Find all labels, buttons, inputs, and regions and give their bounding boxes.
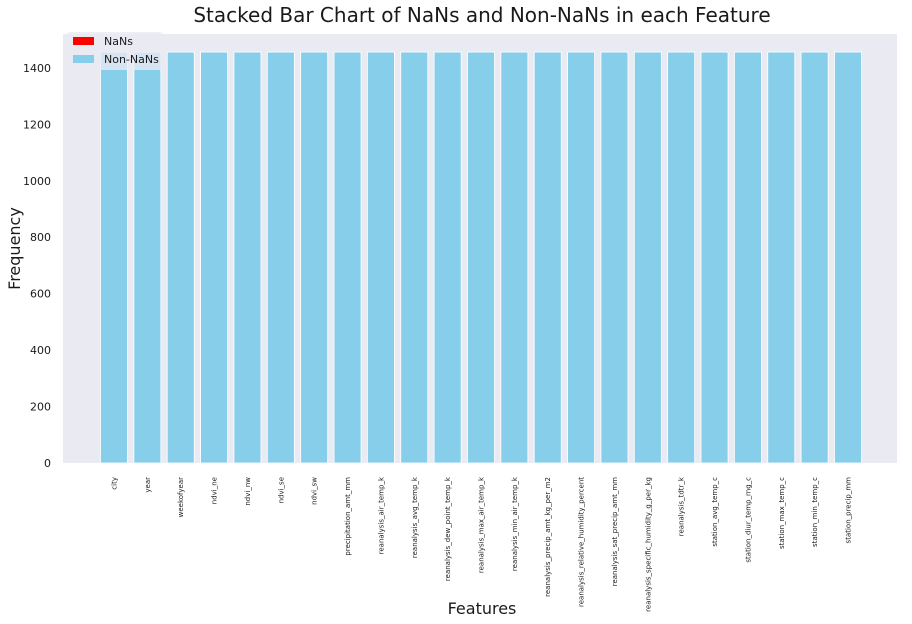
x-tick-label: ndvi_se — [277, 477, 285, 503]
y-tick-label: 1400 — [23, 62, 51, 75]
bar-non-nans-reanalysis_min_air_temp_k — [500, 51, 529, 464]
bar-non-nans-ndvi_nw — [233, 51, 262, 464]
bar-non-nans-reanalysis_precip_amt_kg_per_m2 — [533, 51, 562, 464]
bar-non-nans-reanalysis_max_air_temp_k — [467, 51, 495, 464]
bars-group — [100, 51, 862, 464]
y-axis-ticks: 0 200 400 600 800 1000 1200 1400 — [23, 62, 51, 470]
bar-non-nans-station_max_temp_c — [767, 51, 796, 464]
bar-non-nans-weekofyear — [166, 51, 195, 464]
bar-non-nans-station_min_temp_c — [800, 51, 829, 464]
legend-label-non-nans: Non-NaNs — [104, 53, 159, 66]
x-tick-label: ndvi_sw — [311, 477, 319, 505]
bar-non-nans-city — [100, 51, 128, 464]
bar-non-nans-ndvi_se — [266, 51, 295, 464]
x-tick-label: reanalysis_avg_temp_k — [411, 476, 419, 558]
chart-title: Stacked Bar Chart of NaNs and Non-NaNs i… — [193, 3, 770, 27]
x-tick-label: reanalysis_air_temp_k — [377, 476, 385, 554]
x-tick-label: reanalysis_specific_humidity_g_per_kg — [644, 477, 652, 612]
x-axis-ticks: city year weekofyear ndvi_ne ndvi_nw ndvi_se n… — [111, 476, 853, 612]
bar-non-nans-ndvi_sw — [300, 51, 329, 464]
x-tick-label: city — [111, 477, 119, 490]
x-tick-label: precipitation_amt_mm — [344, 477, 352, 556]
x-tick-label: reanalysis_precip_amt_kg_per_m2 — [544, 477, 552, 597]
legend: NaNs Non-NaNs — [67, 32, 163, 70]
x-tick-label: reanalysis_min_air_temp_k — [511, 476, 519, 571]
bar-non-nans-reanalysis_avg_temp_k — [400, 51, 429, 464]
x-tick-label: weekofyear — [177, 477, 185, 518]
x-axis-label: Features — [448, 599, 517, 618]
x-tick-label: reanalysis_relative_humidity_percent — [578, 477, 586, 607]
x-tick-label: year — [144, 477, 152, 493]
y-tick-label: 600 — [30, 288, 51, 301]
bar-non-nans-precipitation_amt_mm — [333, 51, 362, 464]
y-tick-label: 0 — [44, 457, 51, 470]
y-tick-label: 800 — [30, 231, 51, 244]
x-tick-label: ndvi_ne — [211, 477, 219, 504]
y-tick-label: 200 — [30, 401, 51, 414]
x-tick-label: reanalysis_max_air_temp_k — [478, 476, 486, 573]
x-tick-label: reanalysis_tdtr_k — [678, 476, 686, 536]
x-tick-label: station_max_temp_c — [778, 477, 786, 549]
bar-non-nans-station_precip_mm — [834, 51, 862, 464]
legend-swatch-nans — [73, 37, 94, 45]
bar-non-nans-reanalysis_specific_humidity_g_per_kg — [633, 51, 662, 464]
x-tick-label: station_min_temp_c — [811, 477, 819, 547]
bar-non-nans-station_avg_temp_c — [700, 51, 729, 464]
bar-non-nans-ndvi_ne — [200, 51, 228, 464]
bar-non-nans-reanalysis_dew_point_temp_k — [433, 51, 462, 464]
bar-non-nans-reanalysis_tdtr_k — [667, 51, 696, 464]
x-tick-label: station_avg_temp_c — [711, 477, 719, 547]
bar-non-nans-year — [133, 51, 162, 464]
x-tick-label: reanalysis_sat_precip_amt_mm — [611, 477, 619, 586]
bar-non-nans-station_diur_temp_rng_c — [734, 51, 762, 464]
x-tick-label: ndvi_nw — [244, 477, 252, 506]
y-tick-label: 1000 — [23, 175, 51, 188]
y-tick-label: 400 — [30, 344, 51, 357]
bar-non-nans-reanalysis_sat_precip_amt_mm — [600, 51, 629, 464]
x-tick-label: station_precip_mm — [845, 477, 853, 544]
x-tick-label: reanalysis_dew_point_temp_k — [444, 476, 452, 581]
legend-label-nans: NaNs — [104, 35, 133, 48]
bar-non-nans-reanalysis_relative_humidity_percent — [567, 51, 595, 464]
x-tick-label: station_diur_temp_rng_c — [744, 477, 752, 563]
bar-non-nans-reanalysis_air_temp_k — [367, 51, 395, 464]
legend-swatch-non-nans — [73, 55, 94, 63]
y-axis-label: Frequency — [5, 207, 24, 290]
y-tick-label: 1200 — [23, 118, 51, 131]
